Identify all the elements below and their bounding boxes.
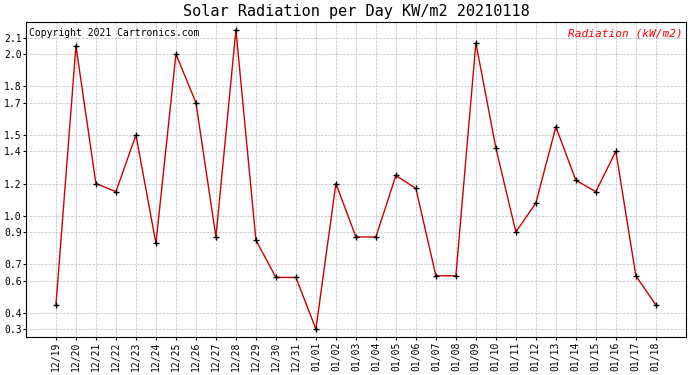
Text: Copyright 2021 Cartronics.com: Copyright 2021 Cartronics.com xyxy=(29,28,199,38)
Text: Radiation (kW/m2): Radiation (kW/m2) xyxy=(568,28,682,38)
Title: Solar Radiation per Day KW/m2 20210118: Solar Radiation per Day KW/m2 20210118 xyxy=(183,4,529,19)
